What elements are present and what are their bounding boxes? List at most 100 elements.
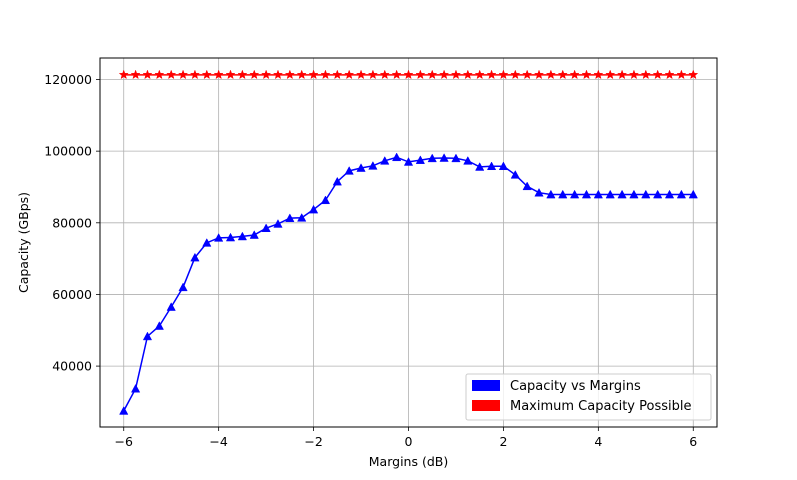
data-point-capacity-vs-margins bbox=[569, 189, 580, 199]
x-tick-label: 4 bbox=[594, 434, 602, 449]
data-point-maximum-capacity-possible bbox=[427, 69, 438, 80]
data-point-maximum-capacity-possible bbox=[213, 69, 224, 80]
x-tick-label: 2 bbox=[499, 434, 507, 449]
data-point-maximum-capacity-possible bbox=[142, 69, 153, 80]
series-layer bbox=[118, 69, 699, 415]
data-point-capacity-vs-margins bbox=[392, 152, 402, 162]
data-point-capacity-vs-margins bbox=[522, 181, 532, 191]
data-point-maximum-capacity-possible bbox=[569, 69, 580, 80]
data-point-capacity-vs-margins bbox=[534, 187, 544, 197]
data-point-maximum-capacity-possible bbox=[498, 69, 509, 80]
data-point-maximum-capacity-possible bbox=[379, 69, 390, 80]
data-point-maximum-capacity-possible bbox=[640, 69, 651, 80]
legend-label-maximum-capacity: Maximum Capacity Possible bbox=[510, 399, 691, 414]
legend-swatch-capacity-vs-margins bbox=[472, 380, 500, 391]
x-tick-label: 0 bbox=[405, 434, 413, 449]
data-point-capacity-vs-margins bbox=[202, 238, 212, 247]
y-tick-label: 80000 bbox=[52, 215, 92, 230]
data-point-maximum-capacity-possible bbox=[688, 69, 699, 80]
data-point-capacity-vs-margins bbox=[546, 189, 556, 199]
legend-label-capacity-vs-margins: Capacity vs Margins bbox=[510, 379, 641, 394]
data-point-maximum-capacity-possible bbox=[355, 69, 367, 80]
data-point-capacity-vs-margins bbox=[154, 321, 164, 330]
data-point-capacity-vs-margins bbox=[119, 406, 129, 415]
data-point-capacity-vs-margins bbox=[130, 383, 141, 393]
data-point-maximum-capacity-possible bbox=[593, 69, 604, 80]
x-tick-label: −6 bbox=[115, 434, 133, 449]
data-point-capacity-vs-margins bbox=[332, 176, 342, 186]
data-point-capacity-vs-margins bbox=[475, 162, 485, 171]
grid bbox=[100, 58, 717, 427]
data-point-maximum-capacity-possible bbox=[367, 69, 378, 80]
y-axis-label: Capacity (GBps) bbox=[16, 192, 31, 293]
data-point-capacity-vs-margins bbox=[356, 163, 366, 172]
data-point-capacity-vs-margins bbox=[380, 156, 390, 165]
data-point-capacity-vs-margins bbox=[368, 161, 378, 170]
data-point-capacity-vs-margins bbox=[344, 166, 354, 175]
data-point-capacity-vs-margins bbox=[237, 231, 248, 241]
data-point-maximum-capacity-possible bbox=[284, 69, 295, 80]
data-point-maximum-capacity-possible bbox=[225, 69, 236, 80]
data-point-maximum-capacity-possible bbox=[296, 69, 307, 80]
x-axis-label: Margins (dB) bbox=[369, 454, 448, 469]
y-tick-label: 100000 bbox=[44, 144, 92, 159]
data-point-capacity-vs-margins bbox=[285, 213, 295, 222]
data-point-capacity-vs-margins bbox=[605, 189, 615, 199]
data-point-maximum-capacity-possible bbox=[332, 69, 343, 80]
data-point-capacity-vs-margins bbox=[581, 189, 592, 199]
data-point-maximum-capacity-possible bbox=[249, 69, 260, 80]
data-point-capacity-vs-margins bbox=[166, 302, 176, 311]
data-point-maximum-capacity-possible bbox=[237, 69, 248, 80]
data-point-capacity-vs-margins bbox=[617, 189, 627, 199]
data-point-capacity-vs-margins bbox=[403, 157, 414, 166]
legend-swatch-maximum-capacity bbox=[472, 400, 500, 411]
data-point-capacity-vs-margins bbox=[676, 189, 687, 199]
data-point-capacity-vs-margins bbox=[273, 219, 283, 228]
data-point-capacity-vs-margins bbox=[688, 189, 698, 199]
data-point-capacity-vs-margins bbox=[653, 189, 663, 199]
data-point-capacity-vs-margins bbox=[593, 189, 603, 199]
series-maximum-capacity-possible bbox=[118, 69, 699, 80]
data-point-maximum-capacity-possible bbox=[652, 69, 663, 80]
data-point-capacity-vs-margins bbox=[641, 189, 651, 199]
y-tick-label: 40000 bbox=[52, 359, 92, 374]
data-point-capacity-vs-margins bbox=[558, 189, 568, 199]
x-tick-label: −4 bbox=[209, 434, 227, 449]
data-point-maximum-capacity-possible bbox=[581, 69, 592, 80]
y-tick-label: 120000 bbox=[44, 72, 92, 87]
data-point-capacity-vs-margins bbox=[451, 153, 461, 163]
data-point-capacity-vs-margins bbox=[225, 232, 236, 242]
data-point-capacity-vs-margins bbox=[308, 204, 319, 214]
data-point-maximum-capacity-possible bbox=[261, 69, 272, 80]
data-point-maximum-capacity-possible bbox=[189, 69, 200, 80]
data-point-maximum-capacity-possible bbox=[486, 69, 497, 80]
data-point-capacity-vs-margins bbox=[214, 233, 224, 242]
data-point-maximum-capacity-possible bbox=[308, 69, 319, 80]
data-point-capacity-vs-margins bbox=[439, 153, 449, 162]
data-point-maximum-capacity-possible bbox=[450, 69, 462, 80]
data-point-capacity-vs-margins bbox=[261, 223, 271, 232]
data-point-maximum-capacity-possible bbox=[510, 69, 521, 80]
data-point-maximum-capacity-possible bbox=[130, 69, 141, 80]
data-point-maximum-capacity-possible bbox=[522, 69, 533, 80]
data-point-maximum-capacity-possible bbox=[201, 69, 212, 80]
data-point-maximum-capacity-possible bbox=[154, 69, 165, 80]
data-point-maximum-capacity-possible bbox=[676, 69, 687, 80]
data-point-capacity-vs-margins bbox=[415, 155, 425, 164]
data-point-maximum-capacity-possible bbox=[617, 69, 628, 80]
data-point-maximum-capacity-possible bbox=[557, 69, 568, 80]
data-point-capacity-vs-margins bbox=[629, 189, 639, 199]
y-tick-label: 60000 bbox=[52, 287, 92, 302]
data-point-maximum-capacity-possible bbox=[391, 69, 402, 80]
data-point-capacity-vs-margins bbox=[463, 156, 473, 165]
data-point-maximum-capacity-possible bbox=[415, 69, 426, 80]
legend: Capacity vs Margins Maximum Capacity Pos… bbox=[465, 373, 712, 421]
data-point-maximum-capacity-possible bbox=[272, 69, 284, 80]
data-point-maximum-capacity-possible bbox=[664, 69, 675, 80]
data-point-capacity-vs-margins bbox=[178, 282, 188, 292]
data-point-maximum-capacity-possible bbox=[403, 69, 414, 80]
data-point-maximum-capacity-possible bbox=[545, 69, 556, 80]
data-point-maximum-capacity-possible bbox=[533, 69, 545, 80]
data-point-capacity-vs-margins bbox=[190, 252, 200, 262]
